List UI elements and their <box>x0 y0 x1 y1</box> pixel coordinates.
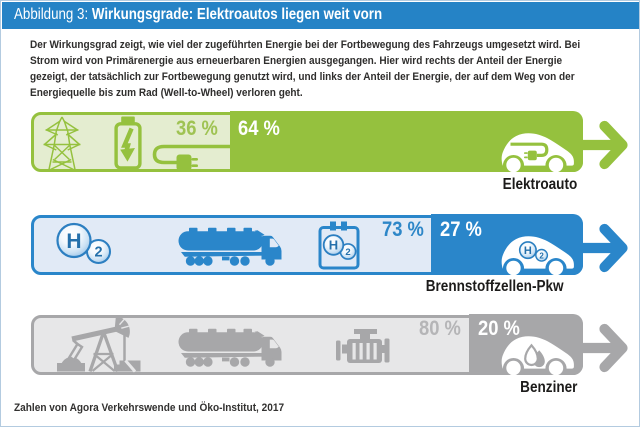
arrow-right-icon <box>580 223 634 273</box>
petrol-car-icon <box>498 336 576 376</box>
bar-benziner: 80 % 20 % <box>30 313 628 376</box>
figure-title-text: Wirkungsgrade: Elektroautos liegen weit … <box>88 6 382 23</box>
fuel-cell-icon: H 2 <box>318 220 360 270</box>
bar-label-benziner: Benziner <box>520 379 578 397</box>
hydrogen-car-icon: H 2 <box>498 236 576 276</box>
pct-used-benziner: 20 % <box>477 317 520 340</box>
h2-element-label: H <box>523 245 531 257</box>
power-pylon-icon <box>43 116 81 172</box>
tanker-truck-icon <box>178 327 282 367</box>
bar-label-elektroauto: Elektroauto <box>502 176 578 194</box>
h2-molecule-icon: H 2 <box>55 222 111 265</box>
h2-element-label: H <box>66 230 81 253</box>
h2-subscript-label: 2 <box>539 251 544 260</box>
figure-title: Abbildung 3: Wirkungsgrade: Elektroautos… <box>2 6 382 24</box>
oil-pump-icon <box>55 315 143 372</box>
engine-icon <box>335 328 391 364</box>
bar-label-brennstoffzellen: Brennstoffzellen-Pkw <box>425 278 564 296</box>
electric-car-icon <box>498 133 576 173</box>
figure-number: Abbildung 3: <box>13 6 88 23</box>
arrow-right-icon <box>580 323 634 373</box>
pct-lost-elektroauto: 36 % <box>176 116 219 140</box>
plug-cable-icon <box>150 140 233 175</box>
intro-paragraph: Der Wirkungsgrad zeigt, wie viel der zug… <box>30 37 633 101</box>
figure-header: Abbildung 3: Wirkungsgrade: Elektroautos… <box>1 1 639 29</box>
pct-used-brennstoffzellen: 27 % <box>439 218 482 241</box>
pct-used-elektroauto: 64 % <box>238 116 281 140</box>
intro-line-4: Energiequelle bis zum Rad (Well-to-Wheel… <box>30 87 303 99</box>
h2-subscript-label: 2 <box>94 244 102 260</box>
intro-line-2: Strom wird von Primärenergie aus erneuer… <box>30 55 563 67</box>
intro-line-1: Der Wirkungsgrad zeigt, wie viel der zug… <box>30 39 581 51</box>
bar-elektroauto: 36 % 64 % <box>30 110 628 175</box>
pct-lost-brennstoffzellen: 73 % <box>382 218 425 241</box>
arrow-right-icon <box>580 120 634 170</box>
figure-title-value: Wirkungsgrade: Elektroautos liegen weit … <box>91 6 382 23</box>
tanker-truck-icon <box>178 226 282 266</box>
h2-subscript-label: 2 <box>345 247 350 258</box>
battery-charge-icon <box>113 116 142 170</box>
source-note: Zahlen von Agora Verkehrswende und Öko-I… <box>13 402 284 414</box>
pct-lost-benziner: 80 % <box>418 317 461 340</box>
h2-element-label: H <box>329 238 338 253</box>
bar-brennstoffzellen: H 2 <box>30 213 628 276</box>
intro-line-3: gezeigt, der tatsächlich zur Fortbewegun… <box>30 71 575 83</box>
bar-elektroauto-track <box>30 110 584 173</box>
